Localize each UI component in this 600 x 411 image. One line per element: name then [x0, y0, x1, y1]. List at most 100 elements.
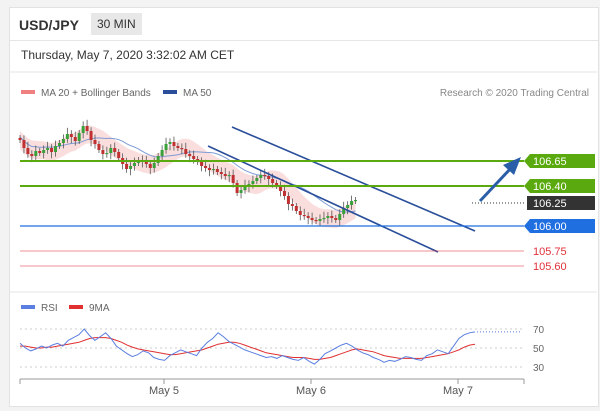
- ma50-legend-swatch: [163, 90, 177, 94]
- candle-body: [18, 138, 22, 140]
- candle-body: [346, 205, 350, 208]
- pivot-label: 106.00: [533, 221, 567, 233]
- candle-body: [310, 218, 314, 220]
- candle-body: [129, 166, 133, 169]
- channel-upper-line: [231, 126, 476, 232]
- resistance-label-bg: [524, 154, 595, 168]
- rsi-tick-label: 70: [533, 325, 545, 336]
- candle-body: [148, 164, 152, 168]
- candle-body: [192, 156, 196, 159]
- candle-body: [211, 169, 215, 171]
- candle-body: [164, 144, 168, 150]
- rsi-tick-label: 30: [533, 363, 545, 374]
- candle-body: [22, 140, 26, 148]
- candle-body: [125, 164, 129, 169]
- candle-body: [314, 220, 318, 222]
- candle-body: [334, 218, 338, 220]
- candle-body: [176, 146, 180, 148]
- candle-body: [275, 183, 279, 186]
- candle-body: [290, 204, 294, 206]
- forecast-arrow-head: [503, 157, 521, 175]
- candle-body: [330, 216, 334, 218]
- candle-body: [168, 142, 172, 144]
- candle-body: [354, 200, 358, 202]
- candle-body: [30, 154, 34, 156]
- candle-body: [144, 162, 148, 164]
- candle-body: [243, 186, 247, 190]
- candle-body: [286, 196, 290, 204]
- candle-body: [282, 191, 286, 196]
- candle-body: [57, 143, 61, 146]
- candle-body: [117, 152, 121, 158]
- candle-body: [326, 216, 330, 218]
- candle-body: [279, 186, 283, 191]
- candle-body: [184, 149, 188, 154]
- candle-body: [160, 150, 164, 156]
- rsi-ma-legend-label: 9MA: [89, 303, 110, 314]
- candle-body: [113, 148, 117, 152]
- forecast-arrow-shaft: [478, 164, 515, 203]
- candle-body: [263, 175, 267, 177]
- resistance-label: 106.40: [533, 181, 567, 193]
- candle-body: [322, 218, 326, 220]
- candle-body: [34, 151, 38, 156]
- candle-body: [54, 146, 58, 152]
- candle-body: [200, 162, 204, 166]
- candle-body: [73, 137, 77, 141]
- current-price-label-bg: [527, 196, 595, 210]
- rsi-tick-label: 50: [533, 344, 545, 355]
- candle-body: [26, 148, 30, 154]
- candle-body: [81, 126, 85, 133]
- candle-body: [77, 133, 81, 141]
- candle-body: [38, 151, 42, 153]
- bb-legend-label: MA 20 + Bollinger Bands: [41, 88, 151, 99]
- ma50-legend-label: MA 50: [183, 88, 212, 99]
- candle-body: [271, 179, 275, 183]
- resistance-label: 106.65: [533, 156, 567, 168]
- candle-body: [152, 163, 156, 168]
- candle-body: [69, 134, 73, 137]
- candle-body: [227, 175, 231, 177]
- candle-body: [105, 153, 109, 155]
- candle-body: [302, 215, 306, 217]
- pivot-label-bg: [524, 219, 595, 233]
- candle-body: [318, 219, 322, 221]
- credit-text: Research © 2020 Trading Central: [440, 88, 589, 99]
- rsi-legend-label: RSI: [41, 303, 58, 314]
- candle-body: [306, 216, 310, 218]
- candle-body: [251, 181, 255, 184]
- bb-legend-swatch: [21, 90, 35, 94]
- candle-body: [298, 211, 302, 215]
- candle-body: [338, 214, 342, 220]
- candle-body: [65, 134, 69, 139]
- pair-title: USD/JPY: [19, 17, 79, 33]
- candle-body: [294, 206, 298, 211]
- candle-body: [239, 190, 243, 193]
- candle-body: [85, 126, 89, 131]
- x-axis-label: May 7: [443, 385, 473, 397]
- x-axis-label: May 5: [149, 385, 179, 397]
- timestamp: Thursday, May 7, 2020 3:32:02 AM CET: [21, 48, 235, 62]
- channel-lower-line: [207, 145, 439, 253]
- candle-body: [109, 148, 113, 153]
- support-label: 105.75: [533, 246, 567, 258]
- candle-body: [172, 142, 176, 146]
- resistance-label-bg: [524, 179, 595, 193]
- current-price-label: 106.25: [533, 198, 567, 210]
- candle-body: [61, 139, 65, 143]
- candle-body: [93, 140, 97, 144]
- timeframe-badge[interactable]: 30 MIN: [91, 13, 142, 35]
- candle-body: [223, 174, 227, 176]
- candle-body: [231, 175, 235, 183]
- candle-body: [132, 163, 136, 166]
- header: USD/JPY 30 MIN: [10, 8, 598, 41]
- candle-body: [89, 131, 93, 140]
- candle-body: [42, 150, 46, 153]
- candle-body: [156, 156, 160, 163]
- candle-body: [97, 144, 101, 150]
- rsi-ma-legend-swatch: [69, 305, 83, 309]
- candle-body: [342, 208, 346, 214]
- rsi-legend-swatch: [21, 305, 35, 309]
- candle-body: [204, 166, 208, 168]
